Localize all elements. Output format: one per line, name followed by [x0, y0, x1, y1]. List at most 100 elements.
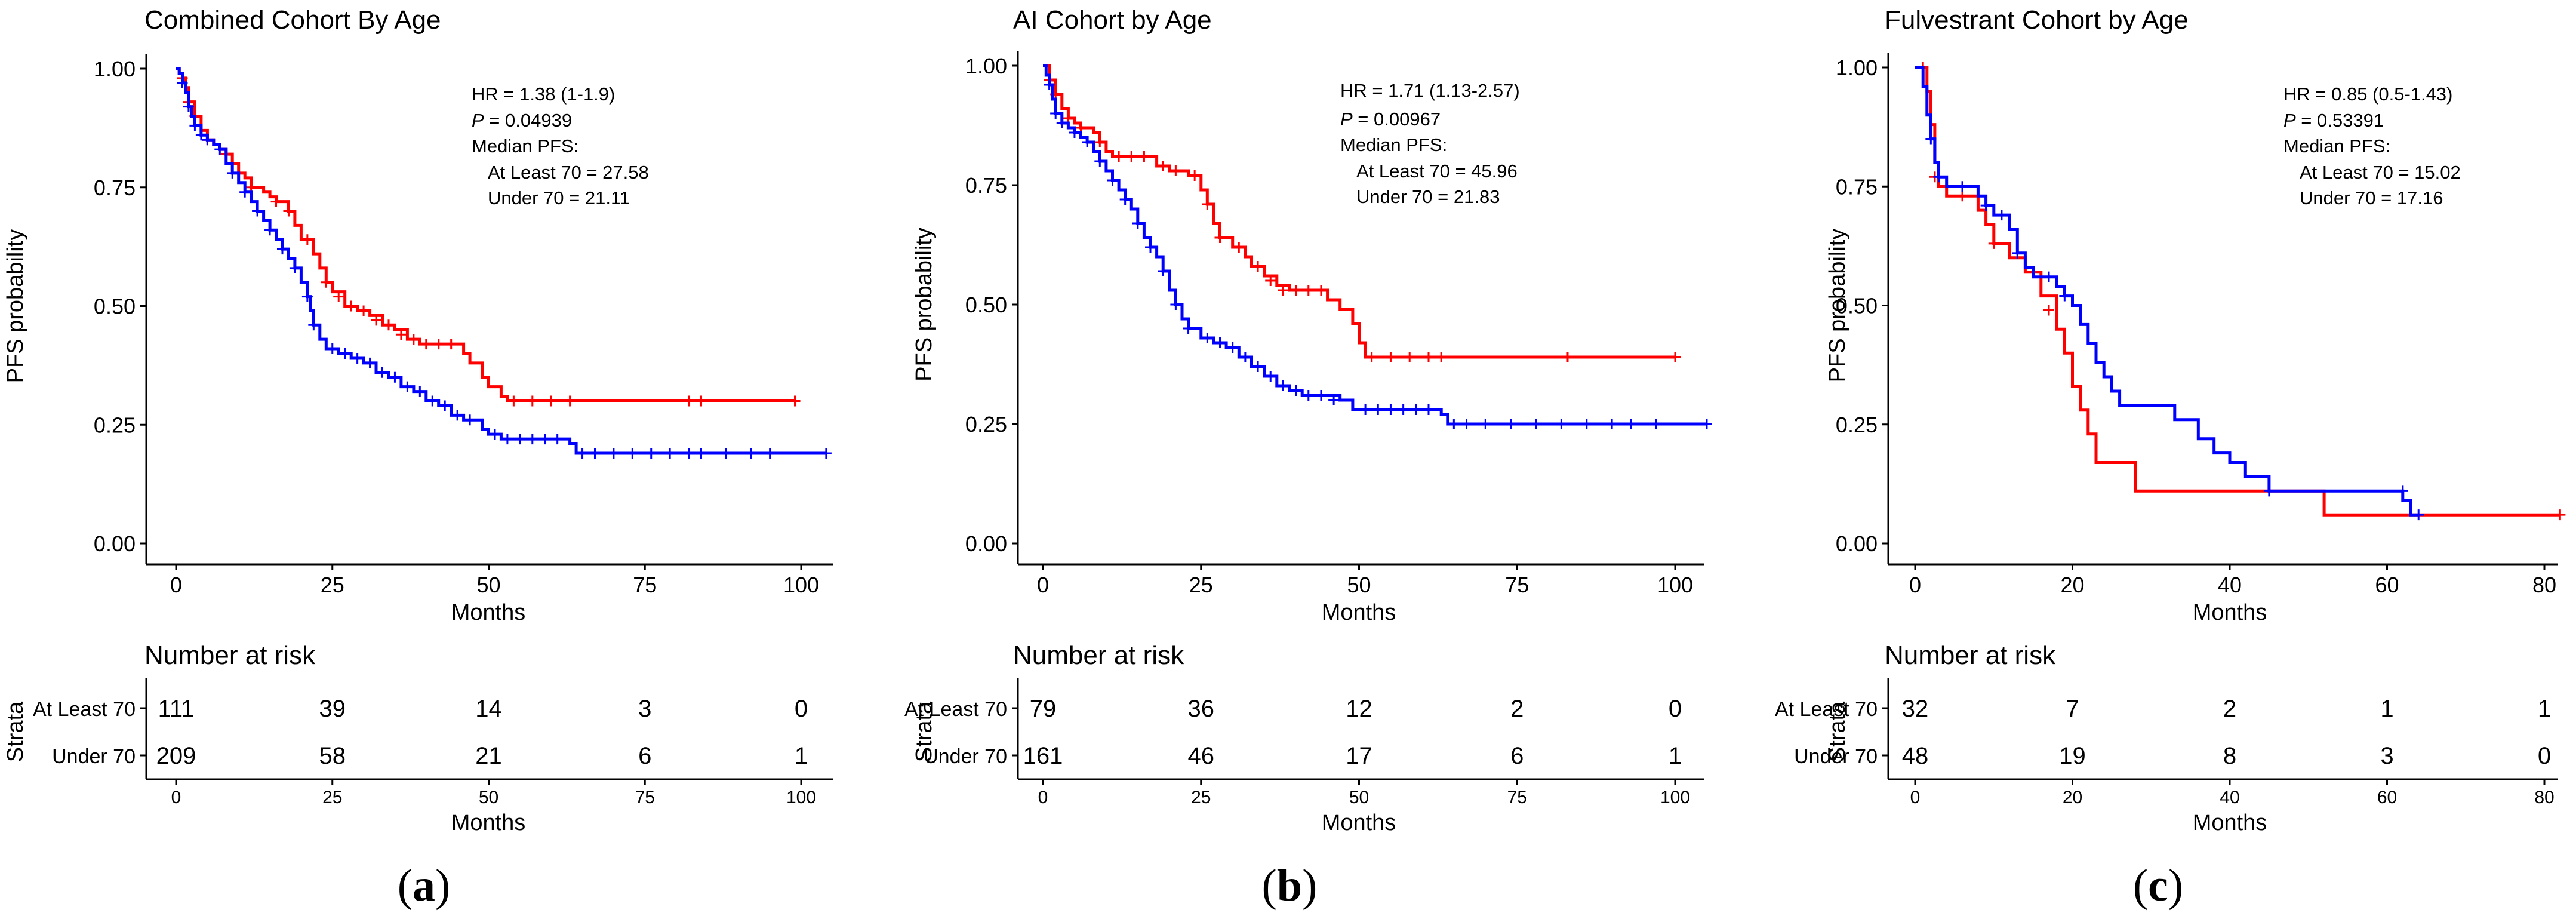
censor-mark [414, 386, 426, 397]
risk-x-tick-label: 0 [1038, 788, 1048, 807]
censor-mark [364, 357, 376, 368]
censor-mark [1423, 352, 1434, 362]
y-tick-label: 0.75 [1836, 174, 1878, 199]
censor-mark [1252, 261, 1264, 272]
risk-row-label-under-70: Under 70 [52, 745, 136, 768]
x-tick-label: 50 [476, 573, 500, 597]
panel-label-close: ) [435, 860, 450, 911]
censor-marks-under-70 [1044, 79, 1712, 429]
p-letter: P [2283, 110, 2296, 131]
risk-row-label-at-least-70: At Least 70 [33, 698, 136, 721]
censor-mark [501, 434, 513, 445]
censor-mark [2263, 485, 2275, 497]
censor-mark [2043, 305, 2054, 316]
risk-count: 209 [156, 743, 196, 769]
x-tick-label: 20 [2060, 573, 2084, 597]
hr-annotation: HR = 0.85 (0.5-1.43) [2283, 84, 2452, 105]
risk-row-label-under-70: Under 70 [924, 745, 1007, 768]
median-under-70: Under 70 = 21.11 [488, 188, 630, 208]
p-value-annotation: P = 0.04939 [472, 110, 572, 131]
p-value-annotation: P = 0.00967 [1340, 109, 1441, 130]
risk-count: 6 [638, 743, 651, 769]
censor-mark [1265, 275, 1276, 286]
censor-mark [1189, 170, 1201, 181]
censor-mark [683, 447, 694, 459]
y-tick-label: 1.00 [94, 57, 136, 81]
risk-x-tick-label: 60 [2377, 788, 2397, 807]
censor-mark [2413, 509, 2424, 521]
x-tick-label: 75 [633, 573, 657, 597]
panel-label-letter: c [2148, 860, 2168, 911]
censor-mark [389, 371, 401, 383]
censor-mark [239, 186, 251, 198]
censor-mark [333, 291, 344, 302]
censor-mark [1069, 127, 1080, 138]
censor-mark [445, 339, 457, 350]
censor-mark [539, 434, 550, 445]
censor-mark [1366, 352, 1377, 362]
censor-mark [508, 395, 519, 407]
x-tick-label: 100 [783, 573, 819, 597]
censor-mark [1145, 242, 1156, 253]
p-value-annotation: P = 0.53391 [2283, 110, 2384, 131]
risk-count: 2 [1510, 696, 1524, 722]
risk-x-tick-label: 25 [322, 788, 342, 807]
x-tick-label: 40 [2218, 573, 2242, 597]
censor-mark [2397, 485, 2408, 497]
censor-mark [408, 334, 419, 345]
censor-mark [395, 329, 407, 340]
censor-mark [608, 447, 619, 459]
y-tick-label: 1.00 [1836, 56, 1878, 80]
censor-mark [1505, 419, 1516, 429]
censor-mark [1670, 352, 1681, 362]
risk-row-label-at-least-70: At Least 70 [1775, 698, 1878, 721]
censor-mark [252, 205, 263, 217]
panel-label-open: ( [2133, 860, 2148, 911]
censor-mark [1315, 285, 1327, 296]
censor-mark [1290, 285, 1301, 296]
censor-mark [1050, 108, 1061, 119]
censor-mark [202, 134, 213, 146]
censor-mark [1436, 352, 1447, 362]
censor-mark [301, 291, 313, 302]
censor-mark [1158, 266, 1169, 276]
censor-mark [546, 395, 557, 407]
censor-mark [1701, 419, 1712, 429]
chart-title: Fulvestrant Cohort by Age [1885, 5, 2189, 35]
risk-count: 46 [1188, 743, 1215, 769]
censor-mark [427, 395, 438, 407]
x-tick-label: 0 [170, 573, 182, 597]
risk-count: 1 [2380, 696, 2393, 722]
censor-mark [195, 130, 207, 141]
risk-count: 0 [2538, 743, 2551, 769]
x-axis-label: Months [1322, 600, 1396, 625]
risk-count: 0 [795, 696, 808, 722]
censor-mark [264, 225, 276, 236]
risk-count: 17 [1346, 743, 1372, 769]
censor-mark [1625, 419, 1636, 429]
x-tick-label: 75 [1505, 573, 1529, 597]
censor-mark [1202, 333, 1213, 343]
risk-table-x-axis-label: Months [451, 810, 526, 835]
risk-x-tick-label: 40 [2220, 788, 2239, 807]
censor-mark [433, 339, 444, 350]
panel-label-close: ) [2168, 860, 2183, 911]
censor-mark [820, 447, 832, 459]
risk-count: 12 [1346, 696, 1372, 722]
censor-mark [1303, 390, 1314, 401]
censor-mark [1651, 419, 1662, 429]
censor-mark [402, 381, 413, 392]
censor-mark [2043, 271, 2054, 282]
risk-count: 1 [795, 743, 808, 769]
hr-annotation: HR = 1.38 (1-1.9) [472, 84, 615, 105]
risk-count: 8 [2223, 743, 2236, 769]
strata-label: Strata [1825, 701, 1850, 762]
censor-mark [1423, 404, 1434, 415]
censor-mark [1119, 194, 1131, 205]
risk-x-tick-label: 20 [2063, 788, 2082, 807]
censor-mark [1315, 390, 1327, 401]
y-tick-label: 0.00 [965, 531, 1007, 556]
y-tick-label: 0.00 [94, 531, 136, 556]
censor-mark [1980, 200, 1992, 211]
censor-mark [214, 144, 226, 155]
